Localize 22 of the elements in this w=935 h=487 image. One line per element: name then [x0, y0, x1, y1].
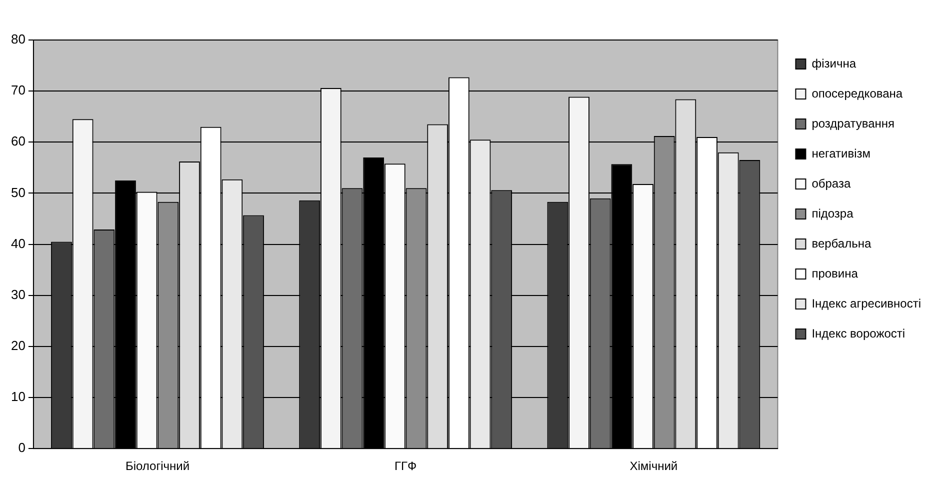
y-tick-label: 60 — [10, 134, 26, 149]
legend-label: Індекс агресивності — [812, 296, 921, 310]
y-tick-label: 20 — [10, 338, 26, 354]
legend-label: провина — [812, 266, 858, 280]
legend-label: образа — [812, 176, 851, 190]
legend-label: опосередкована — [812, 86, 903, 100]
y-tick-label: 30 — [10, 286, 26, 302]
y-tick-label: 50 — [10, 184, 26, 200]
x-tick-label: Хімічний — [630, 459, 678, 474]
y-tick-label: 40 — [10, 236, 26, 251]
legend-label: вербальна — [812, 236, 872, 250]
legend-label: негативізм — [812, 146, 871, 160]
y-tick-label: 10 — [10, 389, 26, 404]
y-tick-label: 80 — [10, 32, 26, 47]
legend-label: підозра — [812, 206, 854, 220]
legend-label: фізична — [812, 56, 856, 70]
y-tick-label: 0 — [18, 440, 26, 456]
legend-label: Індекс ворожості — [812, 326, 906, 340]
x-tick-label: Біологічний — [125, 459, 190, 474]
y-tick-label: 70 — [10, 82, 26, 98]
x-tick-label: ГГФ — [394, 459, 417, 474]
legend-label: роздратування — [812, 116, 895, 130]
